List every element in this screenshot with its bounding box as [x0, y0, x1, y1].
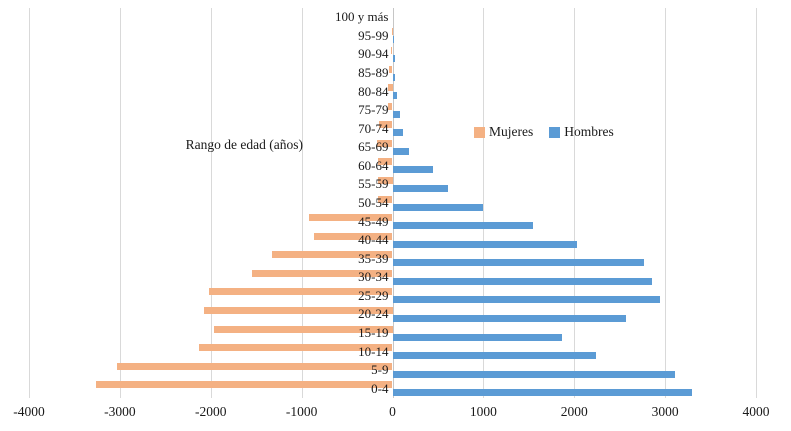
category-label: 15-19 [358, 325, 389, 340]
mujeres-bar [96, 381, 393, 389]
x-axis-tick-label: 1000 [469, 404, 497, 419]
mujeres-bar [199, 344, 393, 352]
mujeres-bar [378, 121, 393, 129]
y-axis-title: Rango de edad (años) [185, 137, 303, 152]
category-label: 75-79 [358, 102, 389, 118]
category-label: 80-84 [358, 83, 389, 99]
category-label: 30-34 [358, 269, 389, 285]
hombres-bar [392, 277, 652, 285]
hombres-bar [392, 166, 433, 174]
hombres-bar [392, 54, 395, 62]
mujeres-swatch-icon [474, 126, 485, 138]
hombres-swatch-icon [549, 126, 561, 138]
hombres-bar [392, 370, 676, 378]
gridline [210, 8, 212, 398]
hombres-bar [392, 203, 484, 211]
mujeres-bar [378, 195, 393, 203]
mujeres-bar [308, 214, 393, 222]
x-axis: -4000 -3000 -2000 -1000 0 1000 2000 3000 4000 [0, 404, 791, 424]
x-axis-tick-label: -2000 [195, 404, 227, 419]
category-label: 40-44 [358, 232, 389, 248]
category-label: 20-24 [358, 306, 389, 322]
category-label: 50-54 [358, 195, 389, 210]
hombres-bar [392, 110, 400, 118]
category-label: 25-29 [358, 287, 389, 303]
mujeres-bar [377, 139, 393, 147]
hombres-bar [392, 222, 534, 230]
x-axis-tick-label: 0 [389, 404, 396, 419]
mujeres-bar [388, 102, 393, 110]
x-axis-tick-label: -3000 [104, 404, 136, 419]
category-label: 95-99 [358, 27, 389, 43]
legend-label-mujeres: Mujeres [489, 124, 534, 139]
mujeres-bar [391, 28, 393, 36]
hombres-bar [392, 352, 597, 360]
legend-item-mujeres: Mujeres [474, 124, 533, 140]
hombres-bar [392, 296, 660, 304]
hombres-bar [392, 314, 626, 322]
hombres-bar [392, 129, 404, 137]
x-axis-tick-label: -4000 [13, 404, 45, 419]
category-label: 45-49 [358, 213, 389, 229]
x-axis-tick-label: -1000 [285, 404, 318, 419]
x-axis-tick-label: 4000 [742, 404, 770, 419]
gridline [29, 8, 30, 398]
mujeres-bar [313, 232, 393, 240]
gridline [119, 8, 121, 398]
mujeres-bar [271, 251, 393, 259]
hombres-bar [392, 36, 394, 44]
zero-axis-line [392, 8, 394, 398]
category-label: 5-9 [371, 362, 389, 378]
category-label: 0-4 [371, 380, 389, 396]
category-label: 70-74 [358, 120, 389, 136]
hombres-bar [392, 184, 448, 192]
mujeres-bar [117, 362, 393, 370]
category-label: 85-89 [358, 65, 389, 80]
mujeres-bar [209, 288, 393, 296]
mujeres-bar [203, 306, 393, 314]
hombres-bar [392, 73, 396, 81]
mujeres-bar [251, 269, 393, 277]
category-label: 10-14 [358, 343, 389, 359]
gridline [301, 8, 303, 398]
x-axis-tick-label: 2000 [560, 404, 588, 419]
hombres-bar [392, 147, 410, 155]
category-label: 90-94 [358, 46, 389, 62]
mujeres-bar [389, 65, 393, 73]
category-label: 60-64 [358, 157, 389, 173]
hombres-bar [392, 240, 577, 248]
gridline [665, 8, 667, 398]
category-label: 65-69 [358, 139, 389, 155]
hombres-bar [392, 259, 645, 267]
category-label: 55-59 [358, 176, 389, 192]
legend-item-hombres: Hombres [549, 124, 614, 140]
legend: Mujeres Hombres [474, 124, 614, 140]
mujeres-bar [213, 325, 393, 333]
plot-area: 100 y más 95-99 90-94 85-89 80-84 75-79 70-74 6… [29, 8, 757, 398]
mujeres-bar [378, 158, 393, 166]
legend-label-hombres: Hombres [564, 124, 614, 139]
category-label: 100 y más [335, 9, 389, 25]
x-axis-tick-label: 3000 [651, 404, 679, 419]
mujeres-bar [377, 176, 393, 184]
gridline [756, 8, 757, 398]
mujeres-bar [387, 84, 393, 92]
gridline [574, 8, 576, 398]
gridline [483, 8, 485, 398]
mujeres-bar [391, 46, 393, 54]
hombres-bar [392, 333, 563, 341]
hombres-bar [392, 92, 397, 100]
hombres-bar [392, 389, 693, 397]
category-label: 35-39 [358, 250, 389, 266]
